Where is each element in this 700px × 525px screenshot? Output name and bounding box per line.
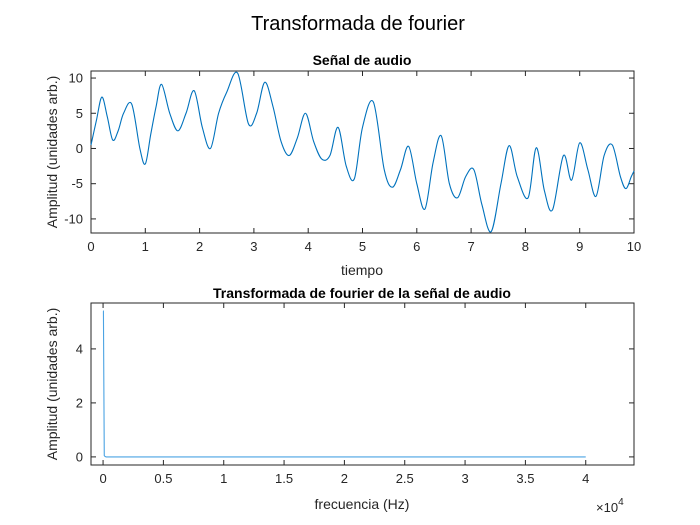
fft-x-tick-label: 0: [99, 471, 106, 486]
signal-y-tick-label: -5: [71, 176, 83, 191]
fft-x-exponent-power: 4: [618, 497, 624, 508]
fft-x-tick-label: 3: [461, 471, 468, 486]
figure-suptitle: Transformada de fourier: [251, 13, 465, 35]
fft-y-axis-label: Amplitud (unidades arb.): [44, 308, 60, 461]
signal-x-tick-label: 6: [413, 239, 420, 254]
fft-x-tick-label: 2.5: [396, 471, 414, 486]
signal-x-axis-label: tiempo: [341, 262, 383, 278]
fft-x-exponent: ×104: [596, 497, 624, 515]
fft-x-exponent-base: ×10: [596, 500, 618, 515]
fft-x-tick-label: 3.5: [516, 471, 534, 486]
fft-y-tick-label: 2: [76, 395, 83, 410]
signal-x-tick-label: 10: [627, 239, 641, 254]
signal-x-tick-label: 3: [250, 239, 257, 254]
signal-y-tick-label: 0: [76, 141, 83, 156]
fft-series-line: [102, 310, 586, 458]
signal-x-tick-label: 8: [522, 239, 529, 254]
signal-chart-title: Señal de audio: [313, 52, 412, 68]
signal-x-tick-label: 0: [87, 239, 94, 254]
fft-x-tick-label: 1.5: [275, 471, 293, 486]
signal-x-tick-label: 7: [467, 239, 474, 254]
fft-y-tick-label: 4: [76, 341, 83, 356]
fft-y-tick-label: 0: [76, 449, 83, 464]
fft-chart-title: Transformada de fourier de la señal de a…: [213, 285, 511, 301]
signal-series-line: [90, 71, 635, 233]
signal-y-tick-label: 5: [76, 106, 83, 121]
signal-y-axis-label: Amplitud (unidades arb.): [44, 76, 60, 229]
fft-x-tick-label: 2: [341, 471, 348, 486]
signal-ticks: 0 1 2 3 4 5 6 7 8 9 10 -10 -5 0 5 10: [64, 71, 641, 254]
fft-axes: Transformada de fourier de la señal de a…: [44, 285, 635, 515]
signal-axes: Señal de audio tiempo Amplitud (unidades…: [44, 52, 641, 278]
signal-y-tick-label: 10: [69, 71, 83, 86]
fft-plot-area: [90, 302, 635, 466]
signal-plot-area: [90, 70, 635, 234]
signal-x-tick-label: 5: [359, 239, 366, 254]
fft-x-tick-label: 0.5: [154, 471, 172, 486]
signal-y-tick-label: -10: [64, 211, 83, 226]
fft-ticks: 0 0.5 1 1.5 2 2.5 3 3.5 4 0 2 4: [76, 303, 634, 486]
fft-x-tick-label: 4: [582, 471, 589, 486]
fft-x-axis-label: frecuencia (Hz): [315, 496, 410, 512]
signal-x-tick-label: 9: [576, 239, 583, 254]
fft-x-tick-label: 1: [220, 471, 227, 486]
signal-x-tick-label: 1: [142, 239, 149, 254]
signal-x-tick-label: 4: [305, 239, 312, 254]
signal-x-tick-label: 2: [196, 239, 203, 254]
